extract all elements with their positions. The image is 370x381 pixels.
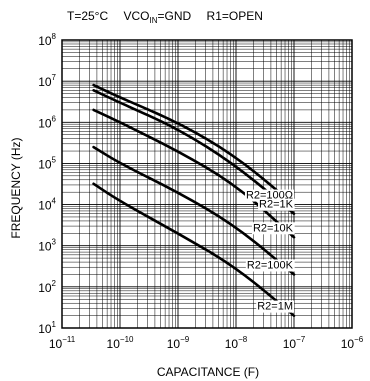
series-label: R2=100Ω <box>246 190 293 202</box>
series-label-bg <box>256 300 294 313</box>
plot-frame <box>61 39 353 329</box>
series-line <box>92 108 296 239</box>
y-tick-label: 107 <box>38 73 56 89</box>
title-r1: R1=OPEN <box>207 9 263 23</box>
series-label: R2=1M <box>257 301 293 313</box>
y-tick-label: 108 <box>38 32 56 48</box>
series-label-bg <box>245 259 295 272</box>
title-vco-sub: IN <box>150 16 158 25</box>
series-label-bg <box>258 198 295 211</box>
title-temp: T=25°C <box>67 9 108 23</box>
series-label: R2=10K <box>253 222 294 234</box>
chart-title: T=25°C VCOIN=GND R1=OPEN <box>67 9 263 25</box>
x-tick-label: 10−11 <box>49 335 76 351</box>
x-tick-label: 10−8 <box>225 335 248 351</box>
x-tick-label: 10−7 <box>283 335 306 351</box>
series-line <box>92 83 296 206</box>
series-line <box>92 145 296 276</box>
y-tick-label: 103 <box>38 238 56 254</box>
x-tick-label: 10−6 <box>341 335 364 351</box>
y-tick-label: 101 <box>38 320 56 336</box>
y-tick-label: 104 <box>38 197 56 213</box>
grid <box>62 40 352 328</box>
x-tick-labels: 10−11 10−10 10−9 10−8 10−7 10−6 <box>49 335 364 351</box>
x-axis-label: CAPACITANCE (F) <box>157 365 259 379</box>
series-label: R2=1K <box>259 199 294 211</box>
series-line <box>92 182 296 317</box>
y-tick-label: 102 <box>38 279 56 295</box>
series-label: R2=100K <box>247 259 294 271</box>
svg-text:T=25°C VCOIN=GND: T=25°C VCOIN=GND R1=OPEN <box>67 9 263 25</box>
y-axis-label: FREQUENCY (Hz) <box>9 137 23 238</box>
series-label-bg <box>244 189 294 202</box>
y-tick-label: 105 <box>38 155 56 171</box>
y-tick-label: 106 <box>38 114 56 130</box>
x-tick-label: 10−9 <box>167 335 190 351</box>
title-vco: VCO <box>124 9 150 23</box>
y-tick-labels: 101 102 103 104 105 106 107 108 <box>38 32 56 336</box>
series-label-bg <box>251 222 295 235</box>
title-vco-suffix: =GND <box>158 9 192 23</box>
x-tick-label: 10−10 <box>107 335 134 351</box>
